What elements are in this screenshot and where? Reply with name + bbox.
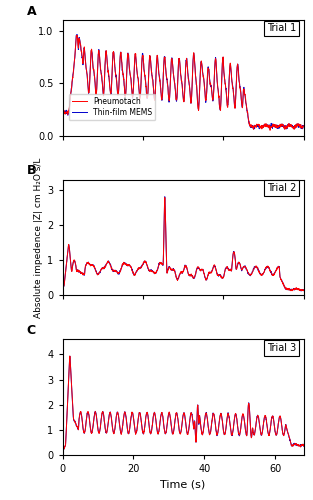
Line: Pneumotach: Pneumotach bbox=[63, 36, 303, 130]
Thin-film MEMS bbox=[61, 127, 64, 133]
Pneumotach bbox=[268, 128, 272, 134]
Text: C: C bbox=[26, 324, 36, 337]
Text: B: B bbox=[26, 164, 36, 177]
Text: A: A bbox=[26, 4, 36, 18]
X-axis label: Time (s): Time (s) bbox=[161, 480, 206, 490]
Text: Trial 1: Trial 1 bbox=[267, 24, 296, 34]
Pneumotach bbox=[172, 77, 176, 83]
Pneumotach bbox=[168, 88, 172, 94]
Pneumotach bbox=[198, 82, 202, 88]
Text: Trial 3: Trial 3 bbox=[267, 343, 296, 353]
Y-axis label: Absolute impedence |Z| cm H₂O s/L: Absolute impedence |Z| cm H₂O s/L bbox=[34, 158, 43, 318]
Text: Trial 2: Trial 2 bbox=[267, 183, 296, 193]
Thin-film MEMS bbox=[301, 124, 305, 130]
Thin-film MEMS bbox=[75, 32, 79, 38]
Line: Thin-film MEMS: Thin-film MEMS bbox=[63, 34, 303, 130]
Pneumotach bbox=[89, 48, 93, 54]
Thin-film MEMS bbox=[80, 48, 83, 54]
Thin-film MEMS bbox=[163, 56, 167, 62]
Pneumotach bbox=[61, 127, 64, 133]
Legend: Pneumotach, Thin-film MEMS: Pneumotach, Thin-film MEMS bbox=[69, 94, 156, 120]
Pneumotach bbox=[301, 123, 305, 129]
Pneumotach bbox=[80, 48, 83, 54]
Pneumotach bbox=[163, 54, 167, 60]
Thin-film MEMS bbox=[198, 82, 202, 87]
Thin-film MEMS bbox=[168, 89, 172, 95]
Pneumotach bbox=[75, 32, 79, 38]
Thin-film MEMS bbox=[89, 48, 93, 54]
Thin-film MEMS bbox=[172, 78, 176, 84]
